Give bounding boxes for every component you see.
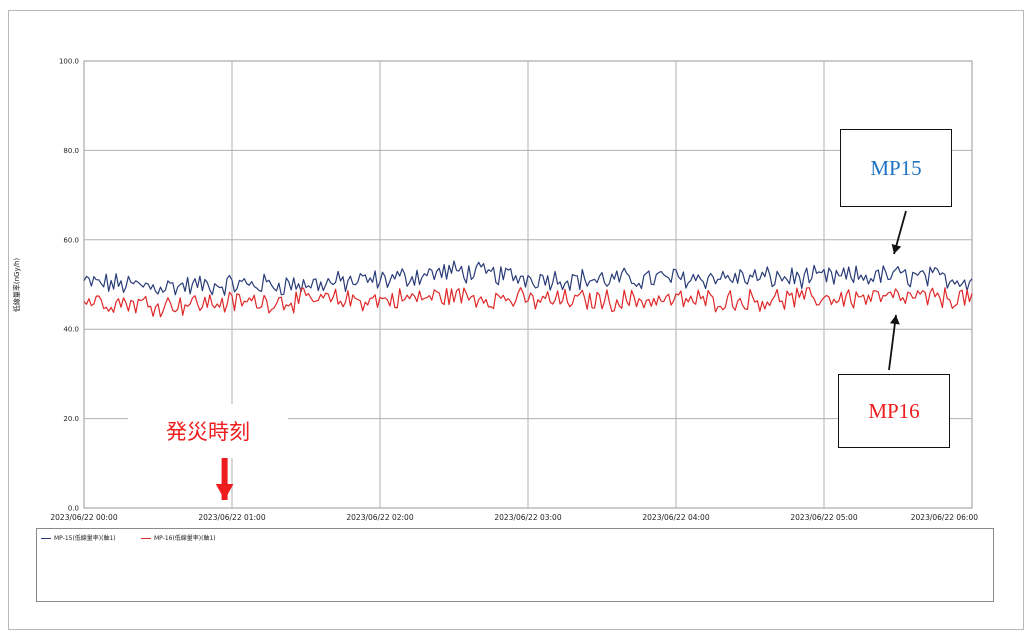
legend-swatch-mp15 [41,538,51,539]
legend-swatch-mp16 [141,538,151,539]
mp16-arrow-shaft [888,314,897,371]
legend-item-mp16: MP-16(低線量率)(軸1) [141,533,216,542]
mp15-arrow-head [891,244,902,254]
y-tick-label: 60.0 [63,236,79,244]
x-tick-label: 2023/06/22 06:00 [911,513,978,522]
x-tick-label: 2023/06/22 03:00 [494,513,561,522]
event-arrow-head [215,484,234,500]
series-lines [83,260,973,318]
y-tick-label: 80.0 [63,147,79,155]
legend: MP-15(低線量率)(軸1) MP-16(低線量率)(軸1) [36,528,994,602]
annotation-mp15: MP15 [840,129,952,207]
y-tick-labels: 0.0 20.0 40.0 60.0 80.0 100.0 [59,58,79,513]
series-line-mp16 [83,287,973,318]
x-tick-label: 2023/06/22 01:00 [198,513,265,522]
annotation-event-time: 発災時刻 [128,404,288,458]
series-line-mp15 [83,260,973,296]
annotation-mp16: MP16 [838,374,950,448]
x-tick-label: 2023/06/22 00:00 [50,513,117,522]
x-tick-label: 2023/06/22 04:00 [642,513,709,522]
y-tick-label: 100.0 [59,58,79,66]
y-tick-label: 0.0 [68,505,79,513]
legend-label-mp15: MP-15(低線量率)(軸1) [54,535,116,542]
y-tick-label: 40.0 [63,326,79,334]
chart-frame [8,10,1024,630]
legend-item-mp15: MP-15(低線量率)(軸1) [41,533,116,542]
x-tick-label: 2023/06/22 05:00 [790,513,857,522]
x-tick-labels: 2023/06/22 00:00 2023/06/22 01:00 2023/06/… [50,513,978,522]
legend-label-mp16: MP-16(低線量率)(軸1) [154,535,216,542]
y-tick-label: 20.0 [63,415,79,423]
y-axis-label: 低線量率(nGy/h) [12,258,21,313]
annotation-arrows [215,210,907,500]
mp16-arrow-head [889,315,900,325]
x-tick-label: 2023/06/22 02:00 [346,513,413,522]
grid-lines [83,60,973,509]
